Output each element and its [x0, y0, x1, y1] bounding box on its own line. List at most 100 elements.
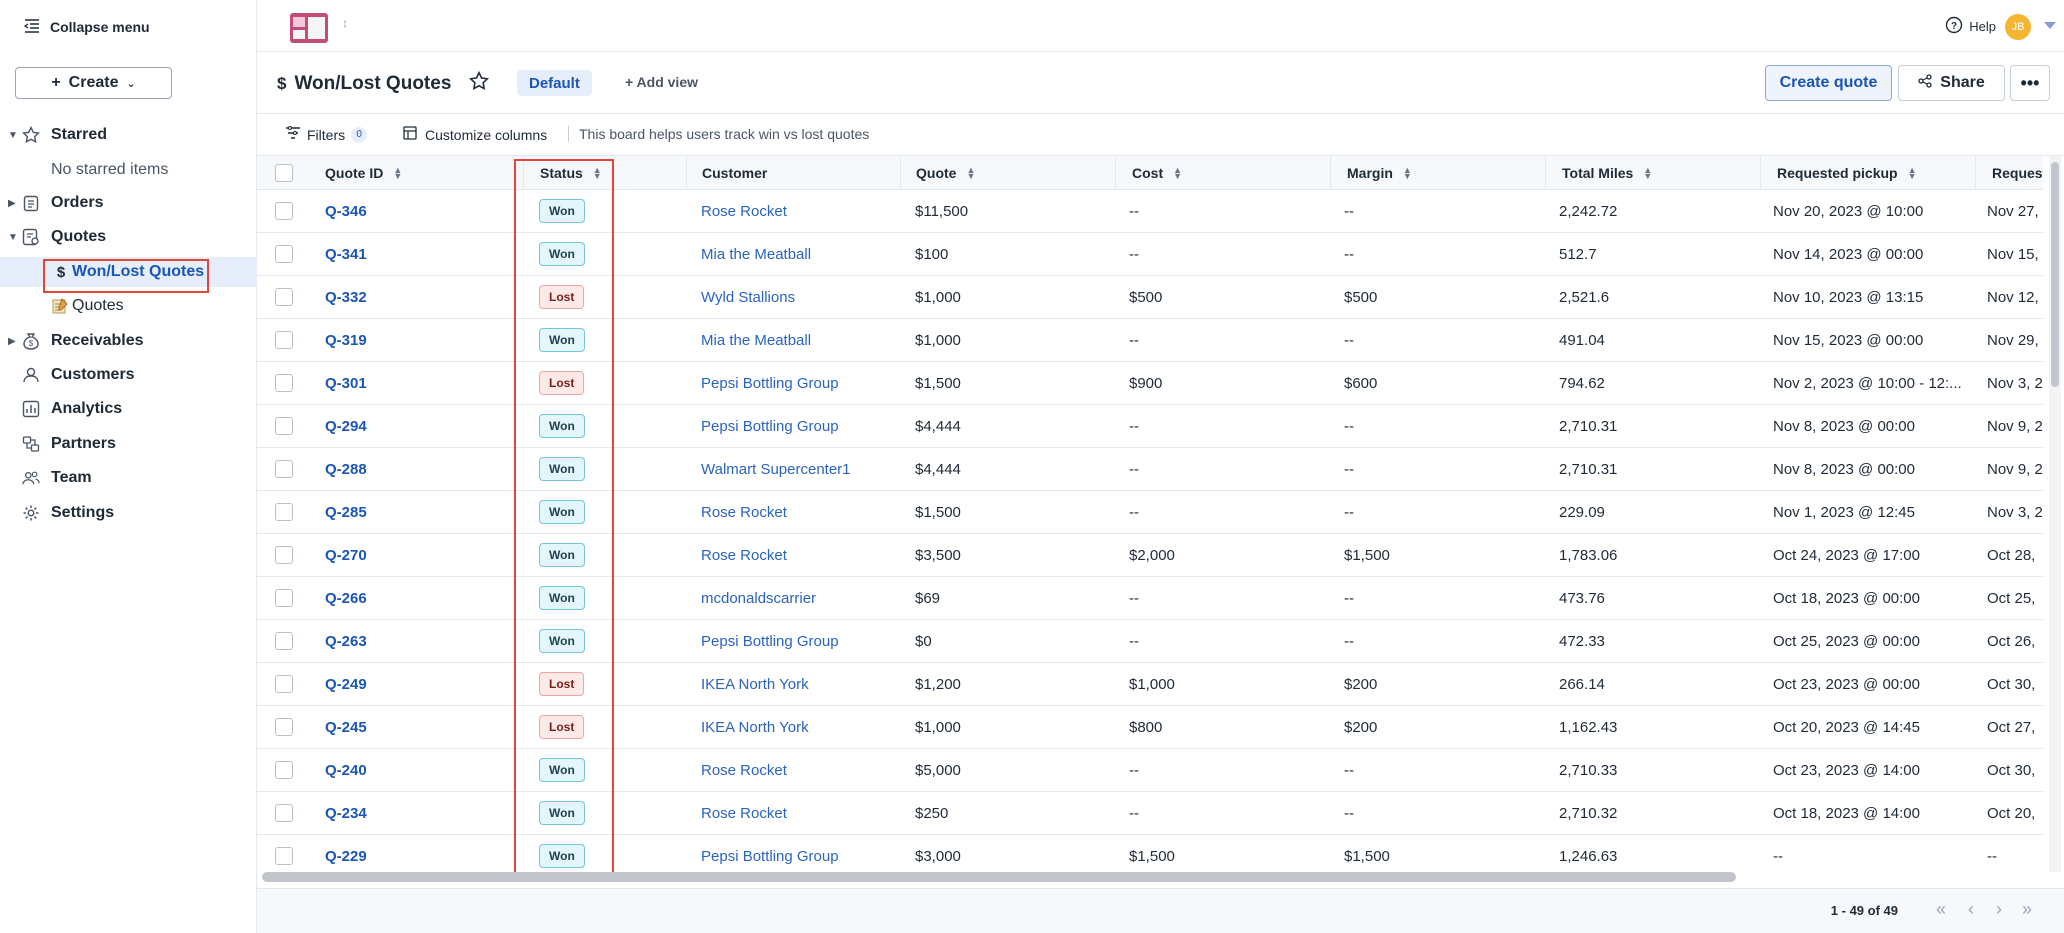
sort-icon[interactable]: ▲ ▼: [592, 164, 602, 181]
cell-customer[interactable]: Rose Rocket: [701, 491, 900, 533]
table-row[interactable]: Q-294 Won Pepsi Bottling Group $4,444 -- -- 2,…: [257, 405, 2043, 448]
row-checkbox[interactable]: [275, 589, 293, 607]
table-row[interactable]: Q-245 Lost IKEA North York $1,000 $800 $200 1,…: [257, 706, 2043, 749]
cell-customer[interactable]: Pepsi Bottling Group: [701, 620, 900, 662]
cell-quote-id[interactable]: Q-288: [325, 448, 475, 490]
table-row[interactable]: Q-319 Won Mia the Meatball $1,000 -- -- 491.04…: [257, 319, 2043, 362]
cell-customer[interactable]: Pepsi Bottling Group: [701, 362, 900, 404]
sidebar-item-settings[interactable]: Settings: [0, 498, 257, 528]
sort-icon[interactable]: ▲ ▼: [966, 164, 976, 181]
column-header-status[interactable]: Status ▲ ▼: [523, 156, 679, 189]
cell-quote-id[interactable]: Q-229: [325, 835, 475, 868]
cell-quote-id[interactable]: Q-346: [325, 190, 475, 232]
row-checkbox[interactable]: [275, 374, 293, 392]
cell-quote-id[interactable]: Q-270: [325, 534, 475, 576]
sidebar-item-partners[interactable]: Partners: [0, 429, 257, 459]
cell-customer[interactable]: Rose Rocket: [701, 749, 900, 791]
table-row[interactable]: Q-229 Won Pepsi Bottling Group $3,000 $1,500…: [257, 835, 2043, 868]
cell-customer[interactable]: Mia the Meatball: [701, 319, 900, 361]
table-row[interactable]: Q-249 Lost IKEA North York $1,200 $1,000 $200…: [257, 663, 2043, 706]
row-checkbox[interactable]: [275, 718, 293, 736]
column-header-requested-delivery[interactable]: Request: [1975, 156, 2043, 189]
cell-quote-id[interactable]: Q-285: [325, 491, 475, 533]
row-checkbox[interactable]: [275, 202, 293, 220]
sidebar-item-starred[interactable]: ▼ Starred: [0, 120, 257, 150]
view-tab-default[interactable]: Default: [517, 70, 592, 96]
filters-button[interactable]: Filters 0: [285, 126, 368, 143]
cell-customer[interactable]: IKEA North York: [701, 663, 900, 705]
caret-down-icon[interactable]: ▼: [8, 129, 18, 141]
cell-customer[interactable]: mcdonaldscarrier: [701, 577, 900, 619]
sort-icon[interactable]: ▲ ▼: [1643, 164, 1653, 181]
table-row[interactable]: Q-266 Won mcdonaldscarrier $69 -- -- 473.76 Oct…: [257, 577, 2043, 620]
cell-quote-id[interactable]: Q-234: [325, 792, 475, 834]
cell-customer[interactable]: Pepsi Bottling Group: [701, 835, 900, 868]
sidebar-item-won-lost-quotes[interactable]: $ Won/Lost Quotes: [0, 257, 257, 287]
cell-quote-id[interactable]: Q-301: [325, 362, 475, 404]
sidebar-item-team[interactable]: Team: [0, 463, 257, 493]
row-checkbox[interactable]: [275, 417, 293, 435]
cell-customer[interactable]: Pepsi Bottling Group: [701, 405, 900, 447]
table-row[interactable]: Q-240 Won Rose Rocket $5,000 -- -- 2,710.33 Oct…: [257, 749, 2043, 792]
create-button[interactable]: + Create ⌄: [15, 67, 172, 99]
row-checkbox[interactable]: [275, 761, 293, 779]
avatar[interactable]: JB: [2005, 14, 2031, 40]
row-checkbox[interactable]: [275, 546, 293, 564]
row-checkbox[interactable]: [275, 632, 293, 650]
caret-right-icon[interactable]: ▶: [8, 335, 16, 347]
avatar-caret-icon[interactable]: [2044, 22, 2056, 29]
row-checkbox[interactable]: [275, 804, 293, 822]
cell-customer[interactable]: Rose Rocket: [701, 190, 900, 232]
cell-quote-id[interactable]: Q-319: [325, 319, 475, 361]
cell-quote-id[interactable]: Q-263: [325, 620, 475, 662]
sort-icon[interactable]: ▲ ▼: [393, 164, 403, 181]
column-header-requested-pickup[interactable]: Requested pickup ▲ ▼: [1760, 156, 1975, 189]
column-header-cost[interactable]: Cost ▲ ▼: [1115, 156, 1330, 189]
table-row[interactable]: Q-263 Won Pepsi Bottling Group $0 -- -- 472.33…: [257, 620, 2043, 663]
collapse-menu-button[interactable]: Collapse menu: [23, 16, 150, 38]
share-button[interactable]: Share: [1898, 65, 2005, 101]
caret-down-icon[interactable]: ▼: [8, 231, 18, 243]
sidebar-item-receivables[interactable]: ▶ $ Receivables: [0, 326, 257, 356]
row-checkbox[interactable]: [275, 245, 293, 263]
row-checkbox[interactable]: [275, 331, 293, 349]
table-row[interactable]: Q-301 Lost Pepsi Bottling Group $1,500 $900 $…: [257, 362, 2043, 405]
sort-icon[interactable]: ▲ ▼: [1907, 164, 1917, 181]
horizontal-scrollbar[interactable]: [262, 872, 1736, 882]
cell-quote-id[interactable]: Q-341: [325, 233, 475, 275]
app-logo[interactable]: [290, 13, 332, 43]
table-row[interactable]: Q-288 Won Walmart Supercenter1 $4,444 -- -- 2,…: [257, 448, 2043, 491]
cell-quote-id[interactable]: Q-294: [325, 405, 475, 447]
table-row[interactable]: Q-346 Won Rose Rocket $11,500 -- -- 2,242.72 No…: [257, 190, 2043, 233]
create-quote-button[interactable]: Create quote: [1765, 65, 1892, 101]
row-checkbox[interactable]: [275, 503, 293, 521]
cell-customer[interactable]: Rose Rocket: [701, 792, 900, 834]
cell-quote-id[interactable]: Q-249: [325, 663, 475, 705]
help-link[interactable]: ? Help: [1945, 16, 1996, 37]
cell-customer[interactable]: Mia the Meatball: [701, 233, 900, 275]
first-page-icon[interactable]: «: [1935, 899, 1946, 919]
row-checkbox[interactable]: [275, 847, 293, 865]
column-header-total-miles[interactable]: Total Miles ▲ ▼: [1545, 156, 1760, 189]
customize-columns-button[interactable]: Customize columns: [403, 126, 547, 143]
next-page-icon[interactable]: ›: [1996, 899, 2002, 919]
column-header-customer[interactable]: Customer: [686, 156, 900, 189]
column-header-quote[interactable]: Quote ▲ ▼: [900, 156, 1115, 189]
prev-page-icon[interactable]: ‹: [1968, 899, 1974, 919]
column-header-margin[interactable]: Margin ▲ ▼: [1330, 156, 1545, 189]
sidebar-item-customers[interactable]: Customers: [0, 360, 257, 390]
sort-icon[interactable]: ▲ ▼: [1173, 164, 1183, 181]
table-row[interactable]: Q-285 Won Rose Rocket $1,500 -- -- 229.09 Nov 1…: [257, 491, 2043, 534]
cell-quote-id[interactable]: Q-240: [325, 749, 475, 791]
cell-customer[interactable]: IKEA North York: [701, 706, 900, 748]
sidebar-item-quotes-sub[interactable]: Quotes: [0, 291, 257, 321]
row-checkbox[interactable]: [275, 460, 293, 478]
star-icon[interactable]: [469, 70, 490, 97]
column-header-quote-id[interactable]: Quote ID ▲ ▼: [325, 156, 470, 189]
cell-customer[interactable]: Wyld Stallions: [701, 276, 900, 318]
vertical-scrollbar[interactable]: [2051, 162, 2059, 387]
cell-quote-id[interactable]: Q-266: [325, 577, 475, 619]
table-row[interactable]: Q-332 Lost Wyld Stallions $1,000 $500 $500 2,5…: [257, 276, 2043, 319]
sidebar-item-quotes[interactable]: ▼ Quotes: [0, 222, 257, 252]
row-checkbox[interactable]: [275, 288, 293, 306]
